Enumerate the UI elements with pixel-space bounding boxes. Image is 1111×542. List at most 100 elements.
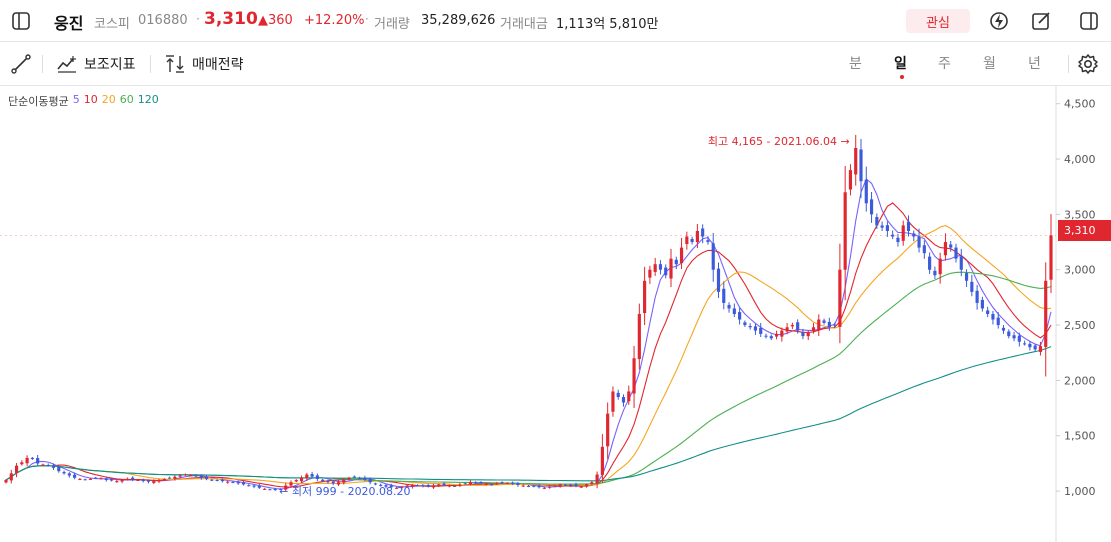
y-tick-label: 3,000: [1064, 264, 1096, 277]
candle-body: [975, 290, 979, 303]
candle-body: [769, 336, 773, 339]
candle-body: [125, 478, 129, 480]
separator-dot: ·: [365, 12, 369, 26]
gear-icon[interactable]: [1077, 53, 1099, 75]
ma-legend-120: 120: [137, 93, 159, 106]
ma-line-60: [5, 271, 1052, 485]
candle-body: [226, 481, 230, 483]
period-tab-month[interactable]: 월: [983, 56, 996, 72]
candle-body: [949, 244, 953, 248]
period-tab-year[interactable]: 년: [1028, 56, 1041, 72]
candle-body: [806, 332, 810, 337]
low-annotation: ← 최저 999 - 2020.08.20: [279, 485, 410, 498]
candle-body: [991, 314, 995, 320]
candle-body: [822, 320, 826, 323]
candle-body: [152, 481, 156, 483]
candle-body: [695, 230, 699, 243]
candle-body: [99, 478, 103, 480]
candle-body: [310, 474, 314, 477]
candle-body: [489, 484, 494, 486]
candle-body: [373, 483, 378, 485]
candle-body: [131, 477, 135, 480]
price-chart[interactable]: 4,500 4,000 3,500 3,000 2,500 2,000 1,500 1,000…: [0, 86, 1111, 542]
candle-body: [690, 238, 694, 243]
ma-legend-10: 10: [83, 93, 98, 106]
candle-body: [817, 319, 821, 331]
indicator-icon: [56, 55, 78, 73]
candle-body: [358, 477, 362, 479]
y-tick-label: 1,500: [1064, 430, 1096, 443]
period-tab-day[interactable]: 일: [894, 56, 907, 72]
candle-body: [801, 332, 805, 337]
candle-body: [157, 480, 161, 482]
candle-body: [400, 486, 404, 488]
candle-body: [231, 482, 235, 484]
candle-body: [88, 478, 93, 480]
candle-body: [437, 484, 441, 486]
toolbar-divider: [42, 55, 43, 73]
candle-body: [970, 281, 974, 292]
candle-body: [701, 228, 705, 237]
candle-body: [611, 391, 615, 412]
candle-body: [268, 489, 272, 491]
candle-body: [1012, 335, 1016, 339]
candle-body: [173, 476, 177, 479]
candle-body: [637, 314, 641, 360]
candle-body: [764, 335, 768, 337]
candle-body: [78, 478, 82, 480]
draw-line-icon[interactable]: [10, 53, 32, 75]
ma-legend-title: 단순이동평균: [8, 95, 69, 108]
candle-body: [83, 479, 87, 481]
candle-body: [204, 476, 209, 479]
candle-body: [780, 330, 784, 337]
lightning-icon[interactable]: [988, 10, 1010, 32]
ma-line-10: [5, 202, 1052, 488]
separator-dot: ·: [196, 12, 200, 26]
y-tick-label: 1,000: [1064, 485, 1096, 498]
candle-body: [1038, 346, 1043, 352]
candle-body: [431, 485, 436, 488]
candle-body: [25, 457, 29, 464]
edit-icon[interactable]: [1030, 10, 1052, 32]
candle-body: [711, 243, 715, 270]
candle-body: [447, 485, 451, 487]
ma-legend-20: 20: [101, 93, 116, 106]
split-view-icon[interactable]: [1078, 10, 1100, 32]
candle-body: [379, 484, 383, 486]
watchlist-button[interactable]: 관심: [906, 9, 970, 33]
candle-body: [416, 485, 420, 487]
candle-body: [938, 258, 942, 275]
candle-body: [342, 480, 346, 483]
candle-body: [57, 466, 61, 472]
candle-body: [511, 482, 515, 484]
candle-body: [743, 322, 747, 326]
candle-body: [901, 225, 905, 241]
candle-body: [136, 480, 140, 482]
volume-label: 거래량: [374, 17, 410, 32]
candle-body: [247, 485, 251, 487]
amount-value: 1,113억 5,810만: [556, 17, 659, 32]
indicator-button[interactable]: 보조지표: [56, 53, 136, 75]
candle-body: [542, 487, 546, 489]
candle-body: [785, 327, 789, 332]
candle-body: [532, 485, 536, 487]
candle-body: [463, 483, 467, 485]
candle-body: [732, 308, 736, 314]
strategy-button[interactable]: 매매전략: [164, 53, 244, 75]
candle-body: [1017, 335, 1021, 342]
candle-body: [479, 481, 483, 484]
candle-body: [753, 326, 758, 331]
candle-body: [183, 474, 188, 476]
period-tab-week[interactable]: 주: [938, 56, 951, 72]
candle-body: [548, 486, 552, 488]
candle-body: [442, 483, 446, 485]
candle-body: [104, 478, 108, 481]
ma-legend-60: 60: [119, 93, 134, 106]
candle-body: [347, 477, 351, 480]
layout-icon[interactable]: [10, 10, 32, 32]
candle-body: [648, 269, 652, 278]
period-tab-minute[interactable]: 분: [849, 56, 862, 72]
candle-body: [980, 299, 984, 309]
candle-body: [1023, 343, 1027, 345]
candle-body: [574, 484, 578, 487]
